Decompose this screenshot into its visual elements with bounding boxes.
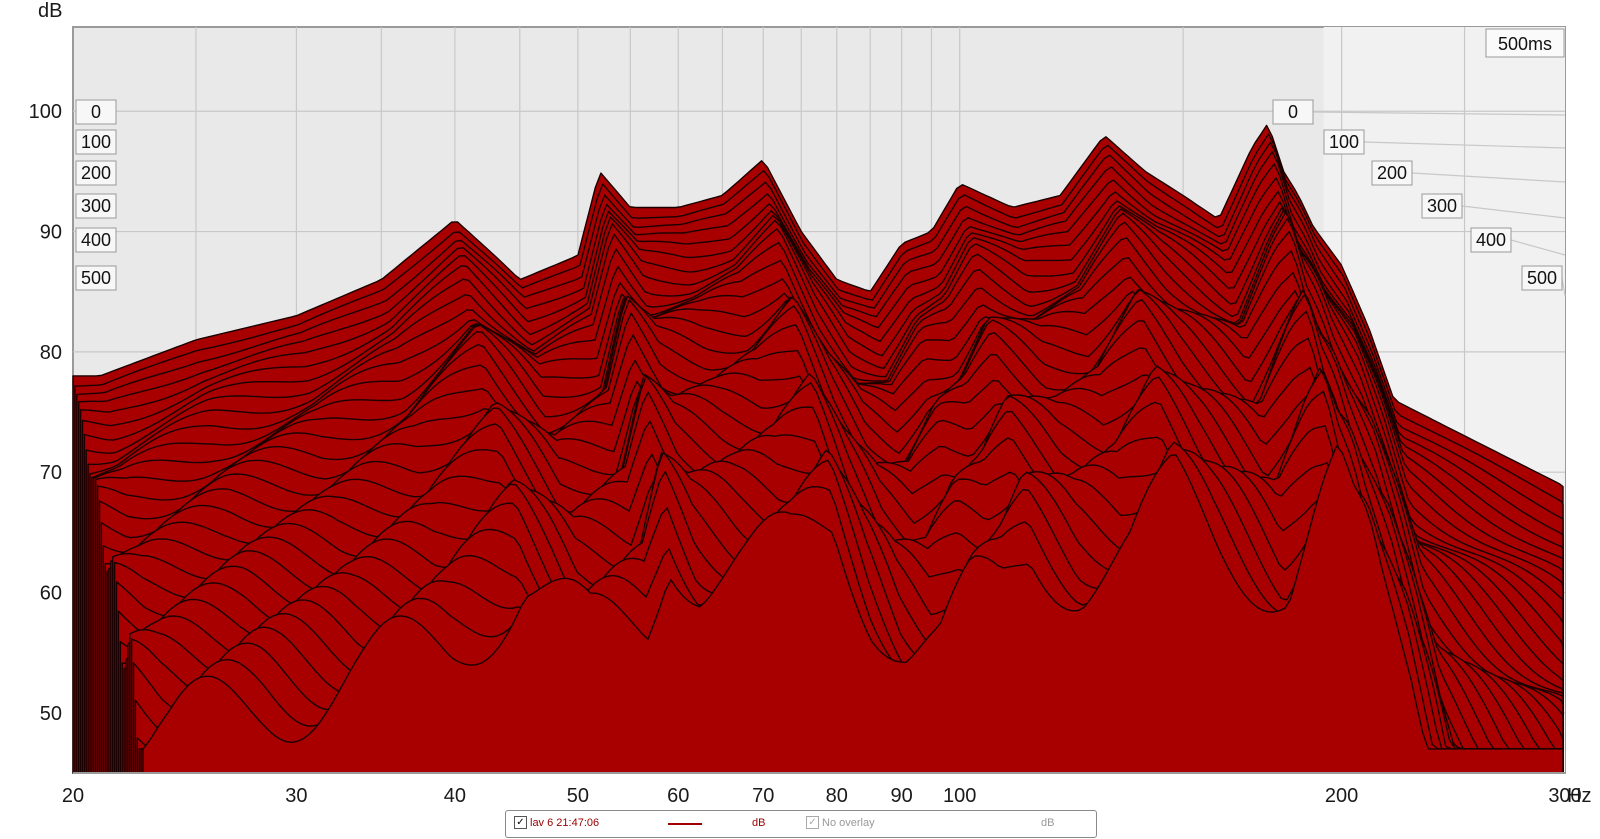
svg-text:100: 100 [81, 132, 111, 152]
perspective-line [1411, 172, 1566, 183]
x-tick-label: 40 [444, 785, 466, 807]
time-slice-label: 500 [1521, 265, 1563, 291]
waterfall-slice [142, 445, 1564, 774]
y-tick-label: 90 [40, 222, 62, 244]
perspective-line [1363, 141, 1566, 149]
time-range-box: 500ms [1485, 28, 1565, 58]
y-tick-label: 100 [29, 101, 62, 123]
time-slice-label: 500 [75, 265, 117, 291]
svg-text:300: 300 [1427, 196, 1457, 216]
x-axis-unit: Hz [1567, 785, 1591, 807]
svg-text:0: 0 [91, 102, 101, 122]
x-tick-label: 80 [826, 785, 848, 807]
svg-text:400: 400 [1476, 230, 1506, 250]
svg-text:200: 200 [1377, 163, 1407, 183]
y-axis-label: dB [38, 0, 62, 22]
x-tick-label: 300 [1548, 785, 1581, 807]
x-tick-label: 50 [567, 785, 589, 807]
svg-text:300: 300 [81, 196, 111, 216]
y-tick-label: 60 [40, 583, 62, 605]
overlay-label: No overlay [822, 817, 875, 829]
x-tick-label: 60 [667, 785, 689, 807]
perspective-line [1461, 205, 1566, 219]
svg-text:500: 500 [81, 268, 111, 288]
x-tick-label: 30 [285, 785, 307, 807]
legend-bar: ✓ lav 6 21:47:06 dB ✓ No overlay dB [505, 810, 1097, 838]
time-slice-label: 400 [1470, 227, 1512, 253]
perspective-line [1312, 111, 1566, 116]
series-name: lav 6 21:47:06 [530, 817, 600, 829]
x-tick-label: 90 [891, 785, 913, 807]
svg-text:400: 400 [81, 230, 111, 250]
x-tick-label: 20 [62, 785, 84, 807]
x-tick-label: 200 [1325, 785, 1358, 807]
time-slice-label: 100 [1323, 129, 1365, 155]
x-tick-label: 100 [943, 785, 976, 807]
time-range-label: 500ms [1498, 34, 1552, 54]
svg-text:200: 200 [81, 163, 111, 183]
x-tick-label: 70 [752, 785, 774, 807]
time-slice-label: 0 [75, 99, 117, 125]
y-tick-label: 80 [40, 342, 62, 364]
overlay-checkbox[interactable]: ✓ [806, 816, 819, 829]
time-slice-label: 200 [75, 160, 117, 186]
time-slice-label: 200 [1371, 160, 1413, 186]
time-slice-label: 300 [1421, 193, 1463, 219]
time-slice-label: 100 [75, 129, 117, 155]
time-slice-label: 0 [1272, 99, 1314, 125]
series-unit: dB [752, 817, 766, 829]
overlay-unit: dB [1041, 817, 1055, 829]
svg-text:500: 500 [1527, 268, 1557, 288]
series-checkbox[interactable]: ✓ [514, 816, 527, 829]
time-slice-label: 300 [75, 193, 117, 219]
time-slice-label: 400 [75, 227, 117, 253]
svg-text:0: 0 [1288, 102, 1298, 122]
series-line-swatch [668, 823, 702, 825]
svg-text:100: 100 [1329, 132, 1359, 152]
y-tick-label: 70 [40, 462, 62, 484]
perspective-line [1510, 239, 1566, 256]
y-tick-label: 50 [40, 703, 62, 725]
